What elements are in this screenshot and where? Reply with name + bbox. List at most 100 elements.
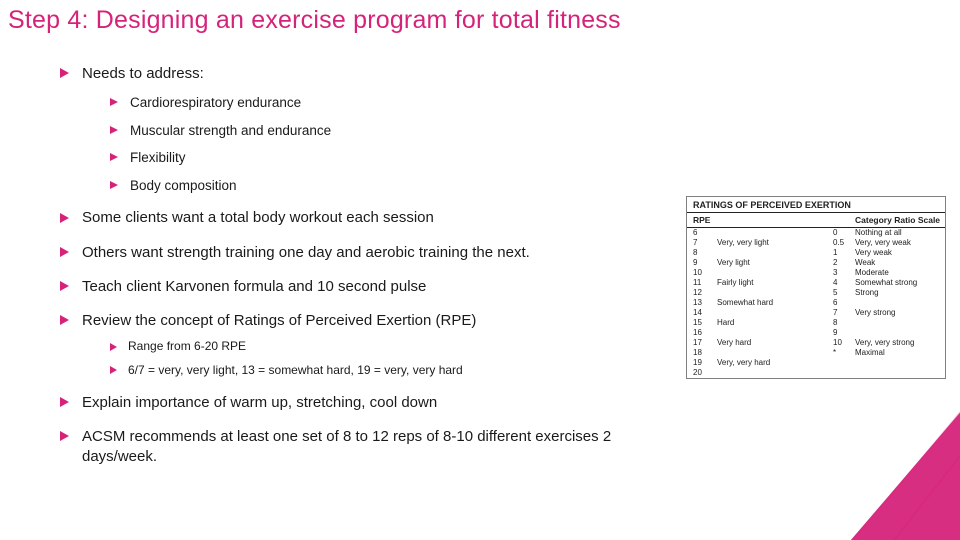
table-row: 103Moderate xyxy=(687,268,945,278)
rpe-cell xyxy=(717,368,833,378)
rpe-header-crs: Category Ratio Scale xyxy=(855,213,945,227)
rpe-cell: Very, very light xyxy=(717,238,833,248)
table-row: 12 5Strong xyxy=(687,288,945,298)
rpe-cell: 7 xyxy=(833,308,855,318)
rpe-cell xyxy=(717,228,833,238)
rpe-cell xyxy=(717,268,833,278)
rpe-cell: 0 xyxy=(833,228,855,238)
rpe-cell: Fairly light xyxy=(717,278,833,288)
rpe-cell xyxy=(855,368,945,378)
rpe-header-rpe: RPE xyxy=(687,213,717,227)
rpe-cell: 2 xyxy=(833,258,855,268)
bullet-icon xyxy=(110,126,118,134)
list-item: Needs to address: Cardiorespiratory endu… xyxy=(60,64,670,194)
list-item-text: Others want strength training one day an… xyxy=(82,244,530,261)
rpe-cell: 1 xyxy=(833,248,855,258)
rpe-cell: Very hard xyxy=(717,338,833,348)
table-row: 11Fairly light4Somewhat strong xyxy=(687,278,945,288)
rpe-table-title: RATINGS OF PERCEIVED EXERTION xyxy=(687,197,945,213)
list-item: 6/7 = very, very light, 13 = somewhat ha… xyxy=(110,363,670,379)
rpe-cell: Hard xyxy=(717,318,833,328)
slide-title: Step 4: Designing an exercise program fo… xyxy=(8,6,621,35)
bullet-icon xyxy=(110,98,118,106)
rpe-cell: 15 xyxy=(687,318,717,328)
list-item-text: Muscular strength and endurance xyxy=(130,123,331,138)
table-row: 15Hard8 xyxy=(687,318,945,328)
table-row: 20 xyxy=(687,368,945,378)
rpe-cell: 6 xyxy=(833,298,855,308)
list-item-text: Review the concept of Ratings of Perceiv… xyxy=(82,312,476,329)
rpe-cell: Very strong xyxy=(855,308,945,318)
bullet-icon xyxy=(60,247,69,257)
rpe-cell: Very, very hard xyxy=(717,358,833,368)
rpe-header-spacer2 xyxy=(833,213,855,227)
rpe-cell xyxy=(717,248,833,258)
rpe-cell: Weak xyxy=(855,258,945,268)
rpe-cell: 17 xyxy=(687,338,717,348)
rpe-cell: 12 xyxy=(687,288,717,298)
list-item-text: Needs to address: xyxy=(82,65,204,82)
list-item: Cardiorespiratory endurance xyxy=(110,94,670,112)
bullet-icon xyxy=(60,431,69,441)
rpe-cell: 8 xyxy=(833,318,855,328)
rpe-cell: 14 xyxy=(687,308,717,318)
rpe-cell: Strong xyxy=(855,288,945,298)
rpe-cell: Moderate xyxy=(855,268,945,278)
table-row: 14 7Very strong xyxy=(687,308,945,318)
rpe-cell: 5 xyxy=(833,288,855,298)
rpe-cell: 9 xyxy=(687,258,717,268)
rpe-cell: 4 xyxy=(833,278,855,288)
rpe-cell xyxy=(717,288,833,298)
rpe-cell: 16 xyxy=(687,328,717,338)
bullet-icon xyxy=(60,281,69,291)
table-row: 16 9 xyxy=(687,328,945,338)
rpe-cell: Very, very weak xyxy=(855,238,945,248)
rpe-cell: 18 xyxy=(687,348,717,358)
rpe-cell: 11 xyxy=(687,278,717,288)
bullet-list-lvl3: Range from 6-20 RPE 6/7 = very, very lig… xyxy=(82,339,670,378)
list-item: Others want strength training one day an… xyxy=(60,243,670,263)
list-item: Review the concept of Ratings of Perceiv… xyxy=(60,311,670,378)
list-item-text: Some clients want a total body workout e… xyxy=(82,209,434,226)
bullet-list-lvl2: Cardiorespiratory endurance Muscular str… xyxy=(82,94,670,194)
rpe-cell: 10 xyxy=(687,268,717,278)
bullet-icon xyxy=(110,181,118,189)
table-row: 9Very light2Weak xyxy=(687,258,945,268)
rpe-cell: 7 xyxy=(687,238,717,248)
bullet-icon xyxy=(110,366,117,374)
rpe-cell xyxy=(833,358,855,368)
table-row: 8 1Very weak xyxy=(687,248,945,258)
rpe-cell: Very weak xyxy=(855,248,945,258)
bullet-icon xyxy=(60,397,69,407)
rpe-table-header: RPE Category Ratio Scale xyxy=(687,213,945,228)
rpe-cell xyxy=(717,348,833,358)
bullet-icon xyxy=(110,153,118,161)
bullet-icon xyxy=(110,343,117,351)
slide-content: Needs to address: Cardiorespiratory endu… xyxy=(60,64,670,481)
rpe-cell: 9 xyxy=(833,328,855,338)
list-item-text: Teach client Karvonen formula and 10 sec… xyxy=(82,278,426,295)
rpe-cell: 8 xyxy=(687,248,717,258)
rpe-cell: 0.5 xyxy=(833,238,855,248)
rpe-cell xyxy=(717,328,833,338)
list-item: Explain importance of warm up, stretchin… xyxy=(60,393,670,413)
rpe-cell xyxy=(833,368,855,378)
list-item-text: Explain importance of warm up, stretchin… xyxy=(82,394,437,411)
bullet-list-lvl1: Needs to address: Cardiorespiratory endu… xyxy=(60,64,670,467)
rpe-cell: 19 xyxy=(687,358,717,368)
list-item: Teach client Karvonen formula and 10 sec… xyxy=(60,277,670,297)
table-row: 19Very, very hard xyxy=(687,358,945,368)
rpe-cell xyxy=(855,328,945,338)
rpe-table-body: 60Nothing at all7Very, very light0.5Very… xyxy=(687,228,945,378)
rpe-header-spacer xyxy=(717,213,833,227)
rpe-cell: 13 xyxy=(687,298,717,308)
rpe-cell: 20 xyxy=(687,368,717,378)
rpe-cell: 10 xyxy=(833,338,855,348)
rpe-cell xyxy=(855,318,945,328)
list-item-text: 6/7 = very, very light, 13 = somewhat ha… xyxy=(128,363,463,377)
bullet-icon xyxy=(60,315,69,325)
rpe-cell: Nothing at all xyxy=(855,228,945,238)
rpe-cell xyxy=(717,308,833,318)
list-item-text: Range from 6-20 RPE xyxy=(128,339,246,353)
list-item: ACSM recommends at least one set of 8 to… xyxy=(60,427,670,468)
